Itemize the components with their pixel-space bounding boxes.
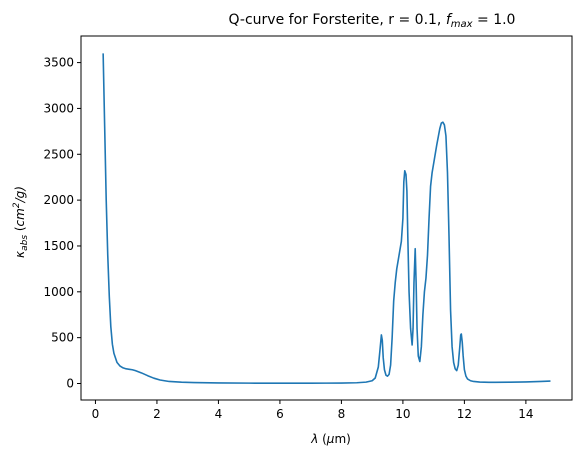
y-tick-label: 0 <box>66 376 74 390</box>
y-axis-label-sub: abs <box>20 235 30 251</box>
y-tick-label: 500 <box>51 331 74 345</box>
y-axis-label-cm: cm <box>13 208 27 226</box>
plot-area <box>80 35 573 401</box>
y-tick-label: 2000 <box>43 193 74 207</box>
x-tick-label: 14 <box>518 407 533 421</box>
x-tick-label: 8 <box>338 407 346 421</box>
x-axis-label-symbol: λ <box>310 432 318 446</box>
x-axis-label-mu: μ <box>326 432 335 446</box>
chart-title-math-sub: max <box>451 19 473 30</box>
chart-title-main: Q-curve for Forsterite, r = 0.1, <box>229 12 446 28</box>
axes-frame <box>80 35 573 401</box>
x-tick-label: 10 <box>395 407 410 421</box>
x-axis-label-open: ( <box>318 432 327 446</box>
y-tick-label: 3500 <box>43 56 74 70</box>
chart-title: Q-curve for Forsterite, r = 0.1, fmax = … <box>229 12 516 30</box>
series-line <box>102 53 551 385</box>
x-axis-label-unit: m) <box>334 432 350 446</box>
chart-title-math: f <box>446 12 453 28</box>
y-tick-label: 1500 <box>43 239 74 253</box>
y-axis: 0 500 1000 1500 2000 2500 3000 3500 <box>43 56 81 390</box>
x-tick-label: 12 <box>457 407 472 421</box>
x-tick-label: 2 <box>153 407 161 421</box>
x-tick-label: 0 <box>92 407 100 421</box>
x-axis: 0 2 4 6 8 10 12 14 <box>92 400 534 421</box>
y-axis-label-close: /g) <box>13 186 27 203</box>
y-axis-label-symbol: κ <box>13 250 27 258</box>
y-tick-label: 3000 <box>43 101 74 115</box>
y-axis-label: κabs (cm2/g) <box>12 186 30 258</box>
y-tick-label: 1000 <box>43 285 74 299</box>
y-axis-label-open: ( <box>13 226 27 235</box>
x-tick-label: 4 <box>215 407 223 421</box>
x-axis-label: λ (μm) <box>310 432 351 446</box>
x-tick-label: 6 <box>276 407 284 421</box>
y-tick-label: 2500 <box>43 147 74 161</box>
y-axis-label-sup: 2 <box>12 202 22 208</box>
chart-title-suffix: = 1.0 <box>473 12 516 28</box>
